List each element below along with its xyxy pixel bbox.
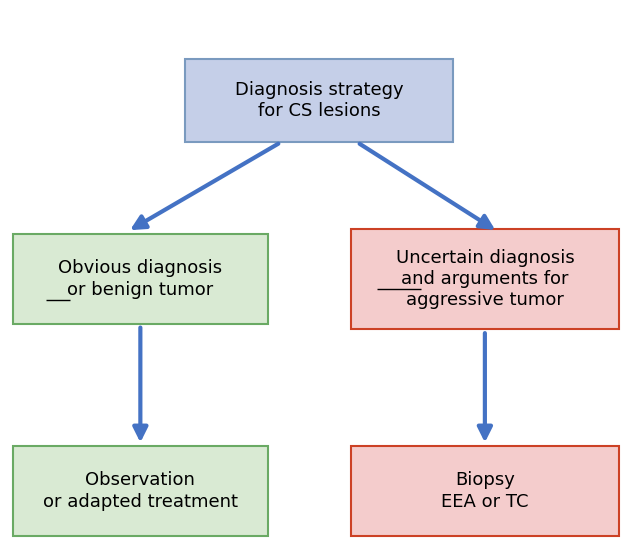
FancyBboxPatch shape [351, 229, 619, 329]
Text: and arguments for: and arguments for [401, 270, 568, 288]
Text: aggressive tumor: aggressive tumor [406, 291, 564, 309]
Text: Observation: Observation [85, 472, 195, 489]
FancyBboxPatch shape [13, 446, 268, 536]
FancyBboxPatch shape [13, 234, 268, 324]
Text: or benign tumor: or benign tumor [67, 281, 214, 299]
FancyBboxPatch shape [185, 59, 453, 142]
Text: for CS lesions: for CS lesions [258, 102, 380, 120]
Text: EEA or TC: EEA or TC [441, 493, 529, 511]
Text: Uncertain diagnosis: Uncertain diagnosis [396, 249, 574, 267]
Text: Biopsy: Biopsy [455, 472, 515, 489]
Text: or adapted treatment: or adapted treatment [43, 493, 238, 511]
Text: Diagnosis strategy: Diagnosis strategy [235, 81, 403, 99]
Text: Obvious diagnosis: Obvious diagnosis [58, 259, 223, 277]
FancyBboxPatch shape [351, 446, 619, 536]
